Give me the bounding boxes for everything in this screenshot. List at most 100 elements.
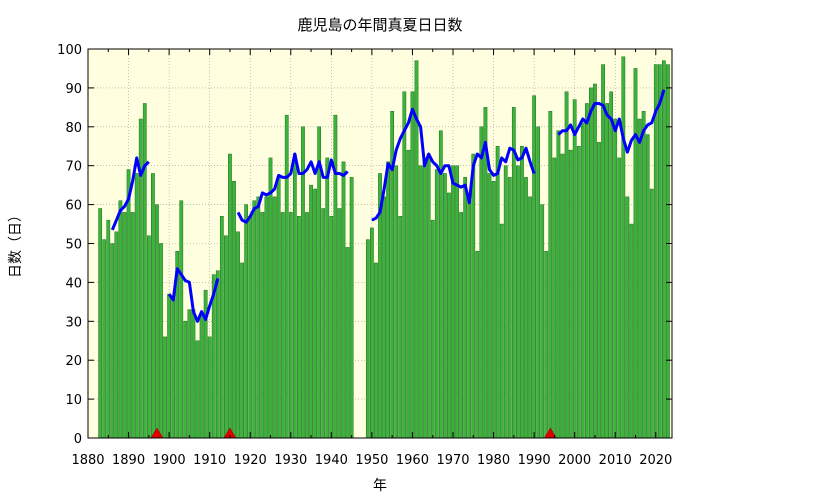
bar [288, 212, 293, 439]
bar [406, 149, 411, 439]
bar [349, 177, 354, 439]
bar [207, 336, 212, 439]
bar [576, 146, 581, 439]
bar [171, 297, 176, 439]
bar [479, 126, 484, 439]
bar [499, 223, 504, 439]
bar [568, 149, 573, 439]
x-tick-label: 2010 [599, 453, 632, 468]
bar [215, 270, 220, 439]
bar [471, 153, 476, 439]
bar [653, 64, 658, 439]
moving-average-series [110, 89, 666, 323]
bar [398, 216, 403, 439]
bar [402, 91, 407, 439]
bar [645, 134, 650, 439]
x-tick-label: 1930 [274, 453, 307, 468]
bar [151, 173, 155, 439]
bar [605, 103, 609, 439]
bar [268, 157, 273, 439]
bar [365, 239, 370, 439]
bar [597, 142, 601, 439]
x-tick-label: 1920 [234, 453, 267, 468]
moving-average-line [167, 267, 220, 323]
bar [106, 219, 111, 439]
bar [560, 153, 565, 439]
bar [142, 103, 147, 439]
bar [309, 184, 313, 439]
x-tick-label: 1950 [355, 453, 388, 468]
bar [511, 107, 516, 439]
bar [187, 309, 192, 439]
y-tick-label: 50 [65, 238, 82, 253]
bar [232, 181, 236, 439]
bar [475, 251, 480, 439]
bar [248, 216, 253, 439]
bar [102, 239, 107, 439]
bar [528, 196, 532, 439]
bar [564, 91, 569, 439]
bar [629, 223, 634, 439]
bar [183, 321, 188, 439]
y-tick-label: 0 [74, 432, 82, 447]
x-tick-label: 1970 [436, 453, 469, 468]
bar [637, 118, 642, 439]
bar [434, 169, 439, 439]
bar [146, 235, 151, 439]
bar [98, 208, 103, 439]
bar [520, 146, 524, 439]
bar [313, 188, 317, 439]
x-tick-label: 1940 [315, 453, 348, 468]
bar [422, 157, 427, 439]
bar [236, 231, 240, 439]
bar [584, 103, 589, 439]
x-tick-label: 1900 [153, 453, 186, 468]
bar [118, 200, 123, 439]
bar [495, 146, 500, 439]
y-tick-label: 90 [65, 82, 82, 97]
bar [337, 208, 342, 439]
bar [155, 204, 159, 439]
bar [130, 212, 135, 439]
bar [260, 212, 265, 439]
bar [224, 235, 228, 439]
bar [345, 247, 350, 439]
bar [662, 60, 666, 439]
bar [621, 56, 626, 439]
chart-title: 鹿児島の年間真夏日日数 [297, 16, 462, 34]
bar [455, 165, 459, 439]
moving-average-line [110, 156, 150, 231]
bar [625, 196, 630, 439]
bar [589, 87, 593, 439]
bar [195, 340, 200, 439]
bar [633, 68, 638, 439]
bar [305, 212, 309, 439]
y-axis-title: 日数（日） [8, 208, 24, 278]
bar [572, 99, 577, 439]
bar [292, 153, 297, 439]
bar [333, 114, 338, 439]
y-tick-label: 20 [65, 354, 82, 369]
bar [167, 293, 171, 439]
bar [617, 157, 622, 439]
bar [370, 227, 374, 439]
bar [418, 165, 423, 439]
bar [532, 95, 536, 439]
y-tick-label: 60 [65, 199, 82, 214]
bar [593, 83, 597, 439]
bar [297, 216, 301, 439]
bar [321, 208, 326, 439]
x-axis-ticks: 1880 1890 1900 1910 1920 1930 1940 1950 1960 1970… [71, 49, 672, 468]
bar [556, 130, 561, 439]
bar [580, 122, 585, 439]
bar [524, 177, 528, 439]
bar [264, 196, 269, 439]
bar [459, 212, 463, 439]
bar [386, 161, 390, 439]
bar [374, 262, 378, 439]
bar [325, 157, 330, 439]
bar [467, 200, 472, 439]
bar [544, 251, 549, 439]
bar-series [98, 56, 670, 439]
bar [426, 153, 431, 439]
